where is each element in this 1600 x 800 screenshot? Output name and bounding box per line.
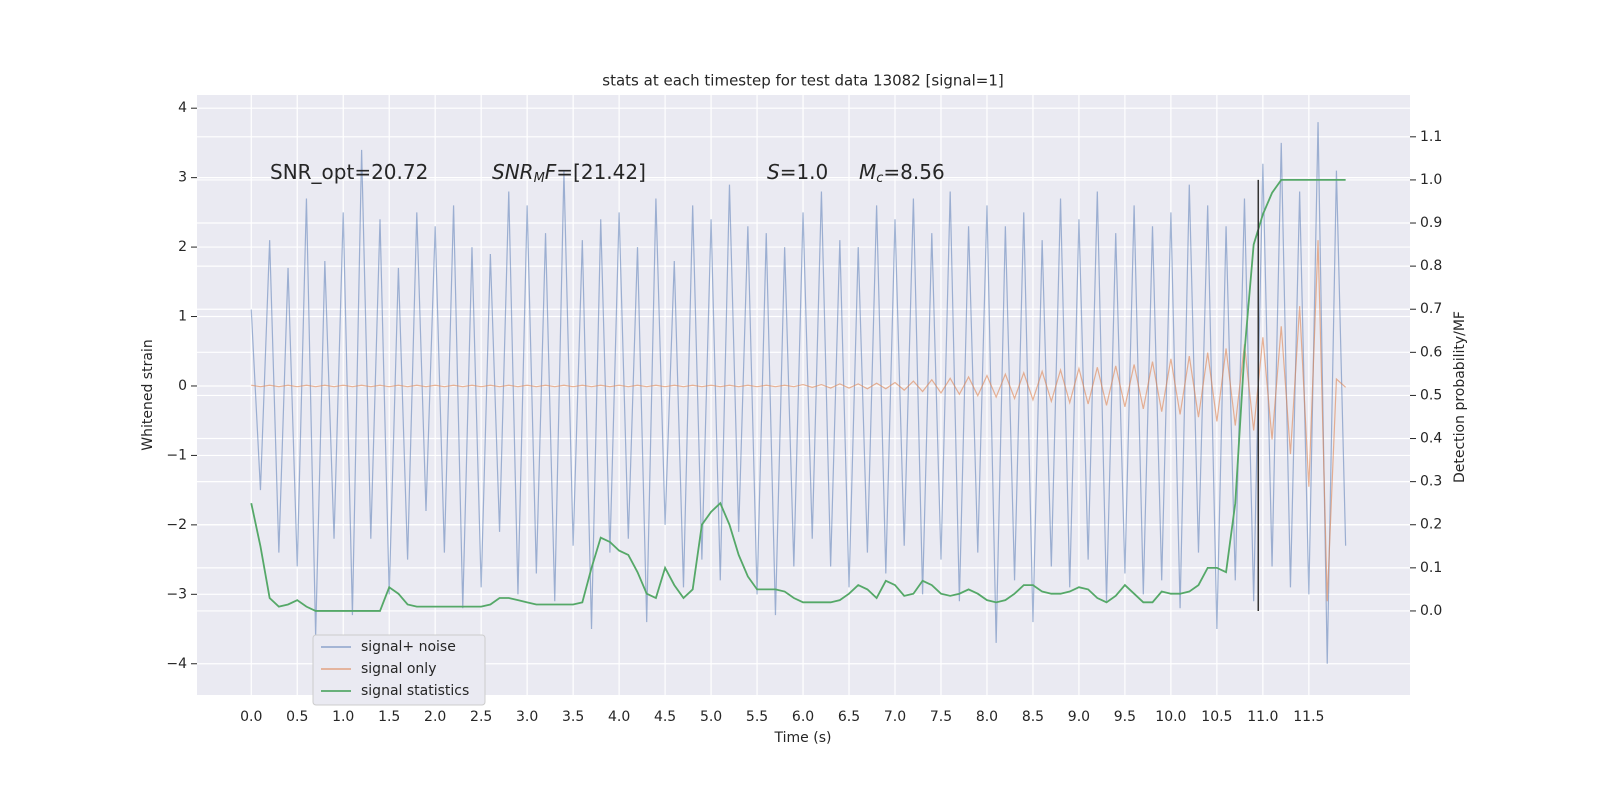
annotation-rest-letter: F (545, 160, 557, 184)
y2-tick-label: 0.4 (1420, 431, 1442, 447)
x-tick-label: 1.0 (332, 709, 354, 725)
y-tick-label: −3 (166, 586, 187, 602)
y2-tick-label: 0.6 (1420, 344, 1442, 360)
annotation-main: SNR (492, 160, 534, 184)
annotation-main: S (767, 160, 780, 184)
x-tick-label: 0.5 (286, 709, 308, 725)
x-tick-label: 2.5 (470, 709, 492, 725)
annotation-main: SNR_opt=20.72 (270, 160, 428, 184)
x-tick-label: 10.0 (1155, 709, 1186, 725)
y2-axis-label: Detection probability/MF (1452, 311, 1468, 483)
series-line (250, 122, 1347, 664)
y2-tick-label: 1.1 (1420, 129, 1442, 145)
annotation-rest: F=[21.42] (545, 160, 646, 184)
series-line (250, 179, 1346, 612)
x-tick-label: 6.0 (792, 709, 814, 725)
x-tick-label: 8.5 (1022, 709, 1044, 725)
y2-tick-label: 0.0 (1420, 603, 1442, 619)
y-tick-label: 0 (178, 378, 187, 394)
legend-label: signal only (361, 661, 436, 677)
x-tick-label: 11.0 (1247, 709, 1278, 725)
y-tick-label: −2 (166, 517, 187, 533)
x-tick-label: 9.0 (1068, 709, 1090, 725)
annotation-rest-value: =[21.42] (556, 160, 646, 184)
y2-tick-label: 0.5 (1420, 387, 1442, 403)
legend-box (312, 634, 486, 706)
annotation: SNR_opt=20.72 (270, 160, 428, 184)
x-tick-label: 1.5 (378, 709, 400, 725)
annotation: Mc=8.56 (859, 160, 945, 186)
y2-tick-label: 1.0 (1420, 172, 1442, 188)
x-tick-label: 5.0 (700, 709, 722, 725)
annotation: SNRMF=[21.42] (492, 160, 646, 186)
x-tick-label: 2.0 (424, 709, 446, 725)
chart-title: stats at each timestep for test data 130… (602, 72, 1003, 90)
x-tick-label: 0.0 (240, 709, 262, 725)
x-tick-label: 4.5 (654, 709, 676, 725)
annotation-main: M (859, 160, 876, 184)
y-tick-label: −1 (166, 447, 187, 463)
annotation-rest: =1.0 (780, 160, 829, 184)
x-tick-label: 9.5 (1114, 709, 1136, 725)
y2-tick-label: 0.2 (1420, 517, 1442, 533)
annotation: S=1.0 (767, 160, 828, 184)
x-tick-label: 7.5 (930, 709, 952, 725)
y2-tick-label: 0.7 (1420, 301, 1442, 317)
y2-tick-label: 0.1 (1420, 560, 1442, 576)
x-axis-label: Time (s) (774, 730, 832, 746)
annotation-rest: =8.56 (883, 160, 944, 184)
x-tick-label: 3.0 (516, 709, 538, 725)
y2-tick-label: 0.3 (1420, 474, 1442, 490)
x-tick-label: 3.5 (562, 709, 584, 725)
y-axis-label: Whitened strain (140, 339, 156, 450)
y-tick-label: −4 (166, 656, 187, 672)
annotation-sub: c (876, 171, 883, 186)
y-tick-label: 4 (178, 100, 187, 116)
y-tick-label: 1 (178, 309, 187, 325)
series-line (251, 240, 1347, 602)
y-tick-label: 2 (178, 239, 187, 255)
annotation-sub: M (534, 171, 545, 186)
legend-label: signal statistics (361, 683, 469, 699)
legend-label: signal+ noise (361, 639, 456, 655)
x-tick-label: 10.5 (1201, 709, 1232, 725)
y2-tick-label: 0.8 (1420, 258, 1442, 274)
y-tick-label: 3 (178, 170, 187, 186)
x-tick-label: 4.0 (608, 709, 630, 725)
y2-tick-label: 0.9 (1420, 215, 1442, 231)
x-tick-label: 6.5 (838, 709, 860, 725)
x-tick-label: 5.5 (746, 709, 768, 725)
x-tick-label: 11.5 (1293, 709, 1324, 725)
x-tick-label: 8.0 (976, 709, 998, 725)
x-tick-label: 7.0 (884, 709, 906, 725)
